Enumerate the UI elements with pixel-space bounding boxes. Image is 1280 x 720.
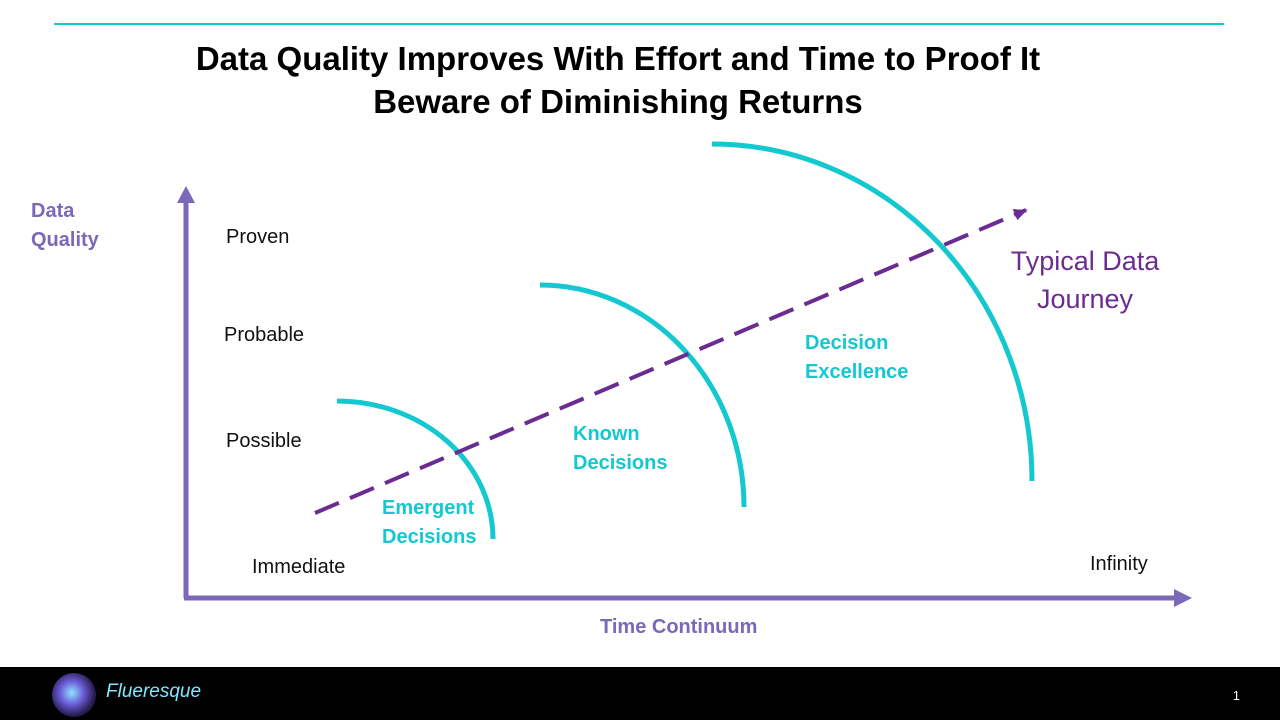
- x-axis-arrowhead: [1174, 589, 1192, 607]
- zone-known-line2: Decisions: [573, 452, 668, 474]
- y-axis-title-line2: Quality: [31, 229, 99, 251]
- level-possible: Possible: [226, 430, 302, 452]
- level-proven: Proven: [226, 226, 290, 248]
- zone-excellence-line1: Decision: [805, 332, 889, 354]
- swirl-logo-icon: [52, 673, 96, 717]
- zone-known-line1: Known: [573, 423, 640, 445]
- level-probable: Probable: [224, 324, 305, 346]
- brand-name: Flueresque: [106, 681, 202, 702]
- x-axis-end-label: Infinity: [1090, 553, 1148, 575]
- page-number: 1: [1232, 688, 1240, 703]
- typical-data-journey-label: Typical Data Journey: [1000, 242, 1170, 318]
- emergent-decisions-arc: [336, 398, 496, 540]
- zone-emergent-line2: Decisions: [382, 526, 477, 548]
- x-axis-start-label: Immediate: [252, 556, 346, 578]
- journey-line2: Journey: [1036, 284, 1134, 314]
- slide-footer: Flueresque 1: [0, 667, 1280, 720]
- slide-title-line1: Data Quality Improves With Effort and Ti…: [195, 40, 1041, 77]
- zone-decision-excellence: Decision Excellence: [805, 329, 908, 387]
- journey-line1: Typical Data: [1010, 246, 1160, 276]
- y-axis-title-line1: Data: [31, 200, 75, 222]
- quality-time-diagram: [177, 141, 1192, 607]
- zone-emergent-decisions: Emergent Decisions: [382, 494, 476, 552]
- zone-known-decisions: Known Decisions: [573, 420, 667, 478]
- y-axis-arrowhead: [177, 186, 195, 203]
- decision-excellence-arc: [711, 141, 1035, 482]
- known-decisions-arc: [539, 282, 747, 508]
- zone-excellence-line2: Excellence: [805, 361, 909, 383]
- typical-data-journey-arrow: [314, 208, 1028, 515]
- top-divider: [54, 23, 1224, 25]
- slide-title-line2: Beware of Diminishing Returns: [373, 83, 863, 120]
- x-axis-title: Time Continuum: [600, 616, 758, 638]
- zone-emergent-line1: Emergent: [382, 497, 475, 519]
